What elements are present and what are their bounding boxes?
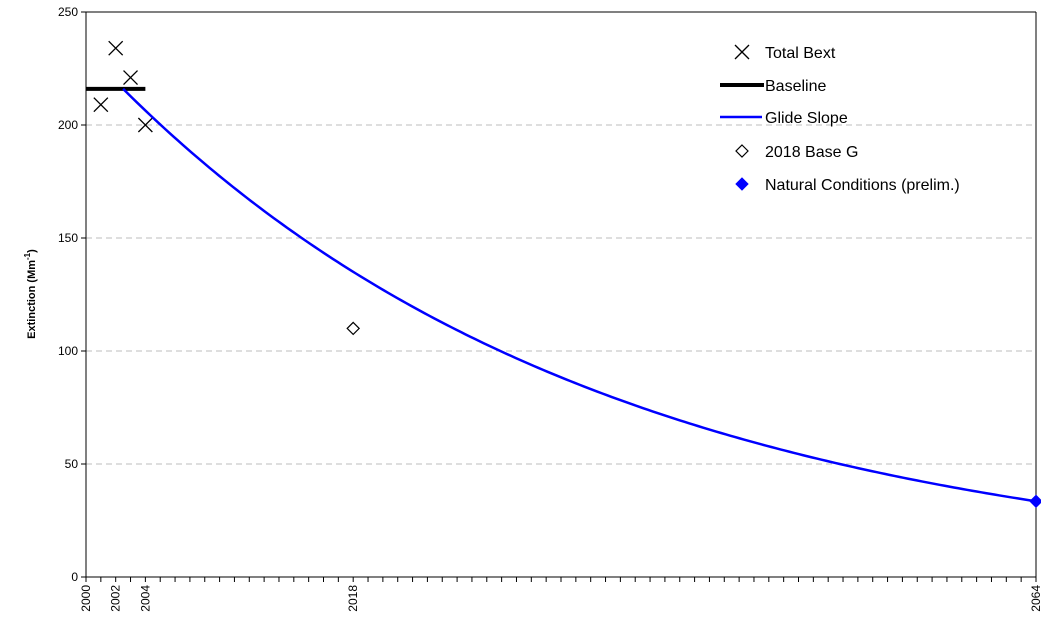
x-tick-label-2018: 2018 — [346, 585, 360, 612]
y-axis-title-sup: -1 — [23, 252, 32, 260]
legend-item-natural-conditions: Natural Conditions (prelim.) — [735, 177, 960, 194]
legend-marker-diamond-open — [735, 144, 749, 158]
point-total-bext-2 — [123, 70, 138, 85]
x-ticks: 2000 2002 2004 2018 2064 — [79, 577, 1041, 612]
y-ticks: 0 50 100 150 200 250 — [58, 5, 86, 584]
point-total-bext-1 — [108, 40, 124, 56]
series — [86, 40, 1041, 508]
point-2018-base-g-0 — [346, 321, 361, 336]
point-total-bext-3 — [137, 117, 153, 133]
legend-label-glide-slope: Glide Slope — [765, 110, 848, 127]
legend-marker-x-b — [734, 44, 750, 60]
legend-item-baseline: Baseline — [720, 78, 826, 95]
x-tick-label-2064: 2064 — [1029, 585, 1041, 612]
y-axis-title: Extinction (Mm-1) — [23, 249, 38, 339]
legend-label-baseline: Baseline — [765, 78, 826, 95]
x-tick-label-2000: 2000 — [79, 585, 93, 612]
legend-item-total-bext: Total Bext — [734, 44, 836, 62]
grid-lines — [86, 124, 1036, 465]
legend-marker-diamond-filled — [735, 177, 749, 191]
legend-item-glide-slope: Glide Slope — [720, 110, 848, 127]
y-tick-label-200: 200 — [58, 118, 78, 132]
point-total-bext-0 — [93, 97, 109, 113]
legend: Total Bext Baseline Glide Slope 2018 Bas… — [720, 44, 960, 194]
legend-label-total-bext: Total Bext — [765, 45, 836, 62]
legend-label-natural-conditions: Natural Conditions (prelim.) — [765, 177, 960, 194]
point-total-bext-1-stroke-b — [108, 40, 124, 56]
y-axis-title-close: ) — [26, 249, 38, 253]
x-tick-label-2002: 2002 — [109, 585, 123, 612]
legend-label-2018-base-g: 2018 Base G — [765, 144, 858, 161]
series-curve-glide-slope — [122, 87, 1037, 503]
point-total-bext-2-stroke-b — [123, 70, 138, 85]
y-tick-label-150: 150 — [58, 231, 78, 245]
point-total-bext-0-stroke-b — [93, 97, 109, 113]
y-tick-label-0: 0 — [71, 570, 78, 584]
axes — [85, 11, 1037, 578]
point-natural-conditions-prelim-0 — [1029, 494, 1041, 508]
y-tick-label-250: 250 — [58, 5, 78, 19]
y-tick-label-50: 50 — [65, 457, 79, 471]
point-total-bext-3-stroke-b — [137, 117, 153, 133]
x-tick-label-2004: 2004 — [138, 585, 152, 612]
legend-item-2018-base-g: 2018 Base G — [735, 144, 858, 161]
y-tick-label-100: 100 — [58, 344, 78, 358]
y-axis-title-main: Extinction (Mm — [26, 260, 38, 339]
